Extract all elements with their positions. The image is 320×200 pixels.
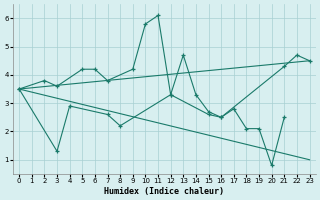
X-axis label: Humidex (Indice chaleur): Humidex (Indice chaleur) <box>104 187 224 196</box>
